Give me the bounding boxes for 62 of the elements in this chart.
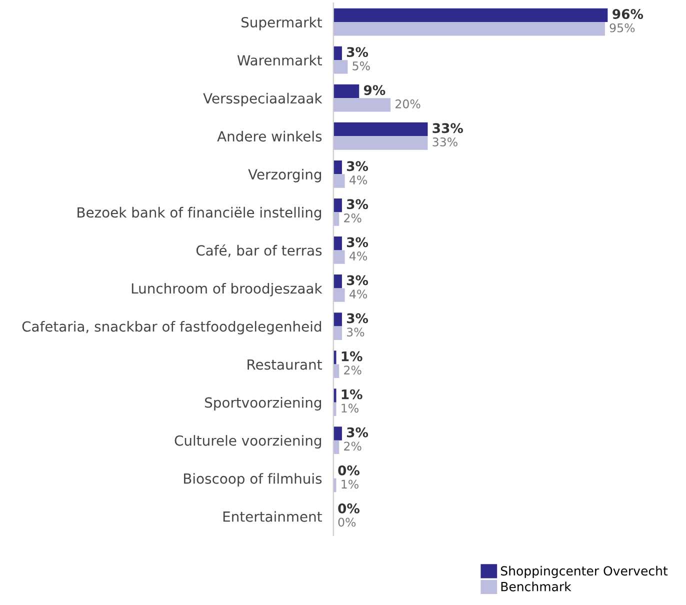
- data-label: 3%: [346, 313, 368, 324]
- bar: [333, 236, 342, 250]
- y-tick-label: Lunchroom of broodjeszaak: [132, 282, 322, 296]
- legend-label: Shoppingcenter Overvecht: [500, 566, 668, 578]
- bar: [333, 250, 345, 264]
- bar: [333, 136, 428, 150]
- y-tick-label: Café, bar of terras: [196, 244, 322, 258]
- data-label: 1%: [342, 404, 358, 413]
- y-tick-label: Supermarkt: [242, 16, 322, 30]
- bar: [333, 60, 348, 74]
- data-label: 3%: [346, 161, 368, 172]
- data-label: 5%: [352, 61, 370, 70]
- data-label: 1%: [342, 389, 362, 400]
- y-tick-label: Cafetaria, snackbar of fastfoodgelegenheid: [22, 320, 322, 334]
- data-label: 33%: [432, 137, 458, 146]
- bar: [333, 8, 608, 22]
- bar: [333, 22, 605, 36]
- y-tick-label: Entertainment: [223, 511, 322, 522]
- bar: [333, 312, 342, 326]
- y-tick-label: Warenmarkt: [237, 54, 322, 66]
- data-label: 3%: [346, 199, 368, 210]
- y-tick-label: Bioscoop of filmhuis: [184, 473, 322, 487]
- data-label: 2%: [344, 442, 362, 451]
- bar: [333, 122, 428, 136]
- bar: [333, 98, 391, 112]
- data-label: 3%: [346, 328, 364, 337]
- data-label: 0%: [338, 503, 360, 514]
- bar: [333, 198, 342, 212]
- bar: [333, 288, 345, 302]
- data-label: 0%: [338, 465, 360, 476]
- data-label: 1%: [342, 351, 362, 362]
- data-label: 2%: [344, 366, 362, 375]
- data-label: 20%: [396, 99, 420, 108]
- y-tick-label: Verzorging: [248, 168, 322, 182]
- data-label: 3%: [346, 275, 368, 286]
- data-label: 95%: [610, 23, 635, 32]
- bar: [333, 46, 342, 60]
- bar: [333, 84, 360, 98]
- data-label: 3%: [346, 47, 368, 58]
- data-label: 96%: [612, 9, 644, 20]
- y-tick-label: Culturele voorziening: [174, 435, 322, 449]
- data-label: 0%: [338, 518, 356, 527]
- bar: [333, 174, 345, 188]
- data-label: 33%: [432, 123, 463, 134]
- y-tick-label: Andere winkels: [217, 130, 322, 142]
- data-label: 9%: [364, 85, 386, 96]
- bar: [333, 274, 342, 288]
- data-label: 2%: [344, 214, 362, 222]
- bar: [333, 326, 342, 340]
- data-label: 1%: [342, 480, 358, 489]
- y-tick-label: Restaurant: [248, 359, 322, 370]
- y-tick-label: Bezoek bank of financiële instelling: [78, 206, 322, 220]
- data-label: 3%: [346, 427, 368, 438]
- data-label: 4%: [350, 290, 368, 299]
- data-label: 4%: [350, 252, 368, 260]
- bar: [333, 160, 342, 174]
- bar: [333, 426, 342, 440]
- y-tick-label: Versspeciaalzaak: [203, 92, 322, 106]
- data-label: 3%: [346, 237, 368, 248]
- data-label: 4%: [350, 175, 368, 184]
- y-tick-label: Sportvoorziening: [205, 397, 322, 410]
- legend-label: Benchmark: [501, 582, 572, 592]
